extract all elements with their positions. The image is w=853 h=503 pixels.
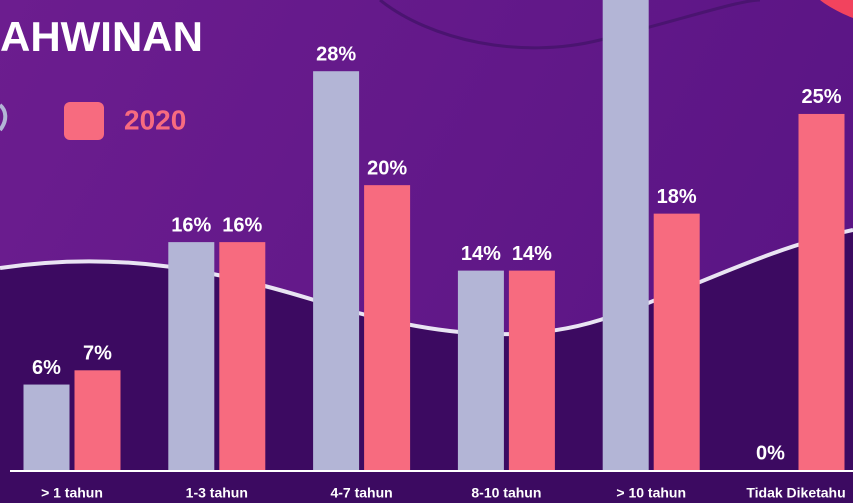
bar [219,242,265,470]
value-label: 14% [461,243,501,265]
bar [313,71,359,470]
bar [509,271,555,470]
x-tick-label: 4-7 tahun [330,485,392,501]
x-tick-label: Tidak Diketahu [746,485,845,501]
x-tick-label: > 10 tahun [616,485,686,501]
value-label: 16% [222,214,262,236]
bar [364,185,410,470]
bar [168,242,214,470]
value-label: 0% [756,442,785,464]
legend-label: 2020 [124,104,186,135]
chart-title: AHWINAN [0,13,203,60]
value-label: 16% [171,214,211,236]
bar [458,271,504,470]
bar [75,370,121,470]
value-label: 25% [801,86,841,108]
chart: AHWINAN 2020 > 1 tahun 6% 7% 1-3 tahun 16% 16… [0,0,853,503]
x-tick-label: 8-10 tahun [471,485,541,501]
bar [24,385,70,470]
x-tick-label: 1-3 tahun [186,485,248,501]
legend-swatch [64,102,104,140]
value-label: 6% [32,357,61,379]
value-label: 28% [316,43,356,65]
x-tick-label: > 1 tahun [41,485,103,501]
value-label: 14% [512,243,552,265]
value-label: 18% [657,186,697,208]
bar [799,114,845,470]
value-label: 20% [367,157,407,179]
page: AHWINAN 2020 > 1 tahun 6% 7% 1-3 tahun 16% 16… [0,0,853,503]
value-label: 7% [83,343,112,365]
bar [654,214,700,470]
bar [603,0,649,470]
